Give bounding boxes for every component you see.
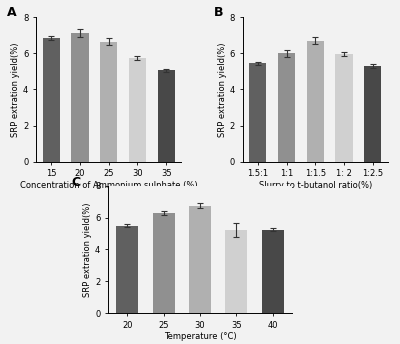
Y-axis label: SRP extration yield(%): SRP extration yield(%) [83, 202, 92, 297]
Text: A: A [7, 6, 16, 19]
Bar [189, 206, 211, 313]
Bar [364, 66, 381, 162]
Text: B: B [214, 6, 223, 19]
Y-axis label: SRP extration yield(%): SRP extration yield(%) [218, 42, 227, 137]
Bar [262, 229, 284, 313]
Bar [116, 226, 138, 313]
X-axis label: Slurry to t-butanol ratio(%): Slurry to t-butanol ratio(%) [259, 181, 372, 190]
Bar [249, 63, 266, 162]
Text: C: C [71, 175, 80, 189]
X-axis label: Concentration of Ammonium sulphate (%): Concentration of Ammonium sulphate (%) [20, 181, 198, 190]
Bar [71, 33, 89, 162]
Bar [43, 38, 60, 162]
Bar [153, 213, 174, 313]
Bar [278, 53, 295, 162]
Bar [335, 54, 353, 162]
X-axis label: Temperature (°C): Temperature (°C) [164, 332, 236, 342]
Y-axis label: SRP extration yield(%): SRP extration yield(%) [11, 42, 20, 137]
Bar [129, 58, 146, 162]
Bar [158, 71, 175, 162]
Bar [226, 230, 247, 313]
Bar [307, 41, 324, 162]
Bar [100, 42, 117, 162]
